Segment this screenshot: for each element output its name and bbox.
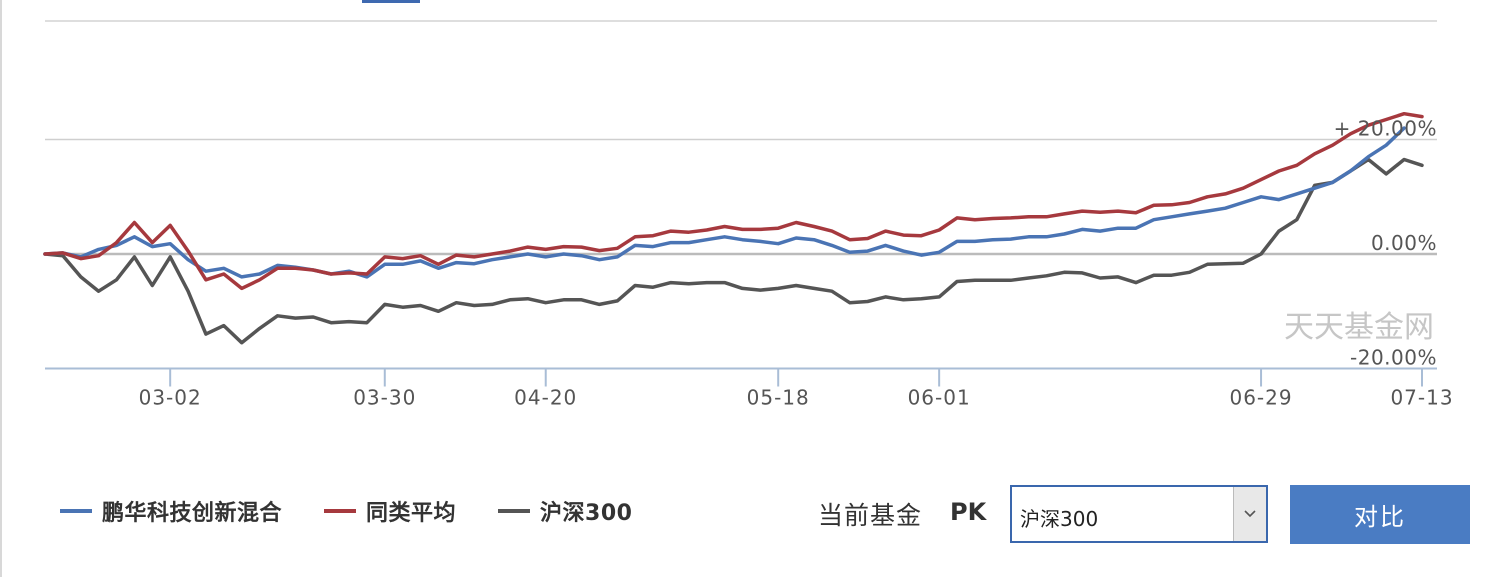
compare-button[interactable]: 对比: [1290, 485, 1470, 544]
y-tick-label: -20.00%: [1350, 346, 1437, 370]
chart-legend: 鹏华科技创新混合 同类平均 沪深300: [60, 495, 674, 527]
chevron-down-icon[interactable]: [1233, 487, 1266, 541]
legend-item-fund[interactable]: 鹏华科技创新混合: [60, 495, 282, 527]
left-border: [0, 0, 2, 577]
current-fund-label: 当前基金: [818, 501, 923, 530]
y-tick-label: + 20.00%: [1334, 117, 1437, 141]
y-tick-label: 0.00%: [1371, 231, 1437, 255]
legend-label-fund: 鹏华科技创新混合: [102, 501, 283, 526]
legend-swatch-category-average: [324, 509, 357, 513]
legend-item-category-average[interactable]: 同类平均: [324, 495, 456, 527]
legend-label-category-average: 同类平均: [366, 501, 457, 526]
x-tick-label: 07-13: [1390, 386, 1453, 410]
legend-item-index[interactable]: 沪深300: [498, 495, 632, 527]
series-line-2: [43, 157, 1424, 345]
x-tick-label: 03-02: [139, 386, 202, 410]
compare-index-select[interactable]: 沪深300: [1010, 485, 1268, 543]
compare-index-value: 沪深300: [1020, 507, 1099, 531]
x-tick-label: 03-30: [353, 386, 416, 410]
watermark: 天天基金网: [1284, 310, 1434, 345]
legend-label-index: 沪深300: [540, 501, 633, 526]
x-tick-label: 04-20: [514, 386, 577, 410]
x-tick-label: 06-01: [908, 386, 971, 410]
x-tick-label: 05-18: [747, 386, 810, 410]
series-line-0: [43, 126, 1406, 279]
series-line-1: [43, 111, 1424, 291]
chart: 03-02 03-30 04-20 05-18 06-01 06-29 07-13 天天基金网…: [43, 20, 1453, 410]
pk-label: PK: [950, 498, 987, 526]
legend-swatch-index: [498, 509, 531, 513]
x-tick-label: 06-29: [1229, 386, 1292, 410]
active-tab-indicator: [362, 0, 420, 3]
legend-swatch-fund: [60, 509, 92, 513]
